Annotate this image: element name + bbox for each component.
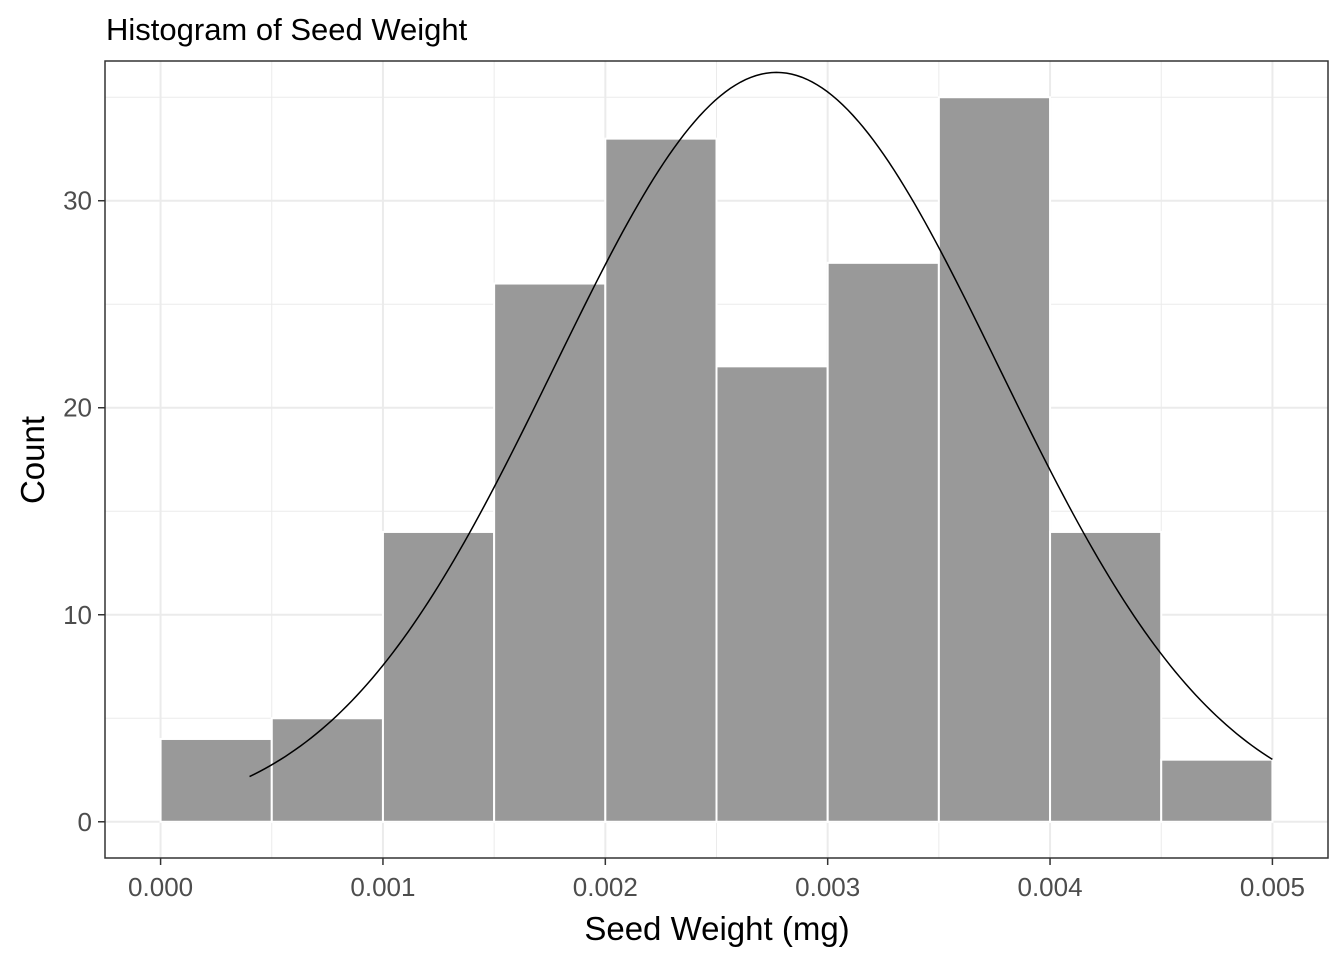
histogram-bar-5: [604, 137, 718, 823]
histogram-bar-10: [1160, 758, 1274, 823]
x-tick-label: 0.003: [795, 872, 860, 902]
x-axis: 0.000 0.001 0.002 0.003 0.004 0.005: [128, 858, 1305, 902]
x-axis-title: Seed Weight (mg): [584, 910, 849, 947]
histogram-bar-8: [937, 96, 1052, 823]
y-axis: 0 10 20 30: [63, 186, 105, 837]
histogram-bar-9: [1049, 530, 1163, 823]
y-axis-title: Count: [14, 416, 51, 504]
histogram-bar-2: [270, 717, 384, 823]
histogram-bar-1: [159, 737, 273, 823]
histogram-bar-7: [826, 261, 940, 823]
x-tick-label: 0.005: [1240, 872, 1305, 902]
chart-title: Histogram of Seed Weight: [106, 12, 468, 47]
histogram-bar-3: [381, 530, 496, 823]
panel-border: [104, 60, 1329, 859]
histogram-bars: [159, 96, 1274, 823]
x-tick-label: 0.001: [350, 872, 415, 902]
y-tick-label: 20: [63, 393, 92, 423]
x-tick-label: 0.002: [573, 872, 638, 902]
density-curve-layer: [249, 71, 1273, 778]
x-tick-label: 0.000: [128, 872, 193, 902]
histogram-bar-4: [493, 282, 607, 823]
histogram-bar-6: [715, 365, 829, 823]
x-tick-label: 0.004: [1018, 872, 1083, 902]
y-tick-label: 10: [63, 600, 92, 630]
normal-density-curve: [249, 71, 1273, 778]
y-tick-label: 30: [63, 186, 92, 216]
y-tick-label: 0: [78, 807, 92, 837]
